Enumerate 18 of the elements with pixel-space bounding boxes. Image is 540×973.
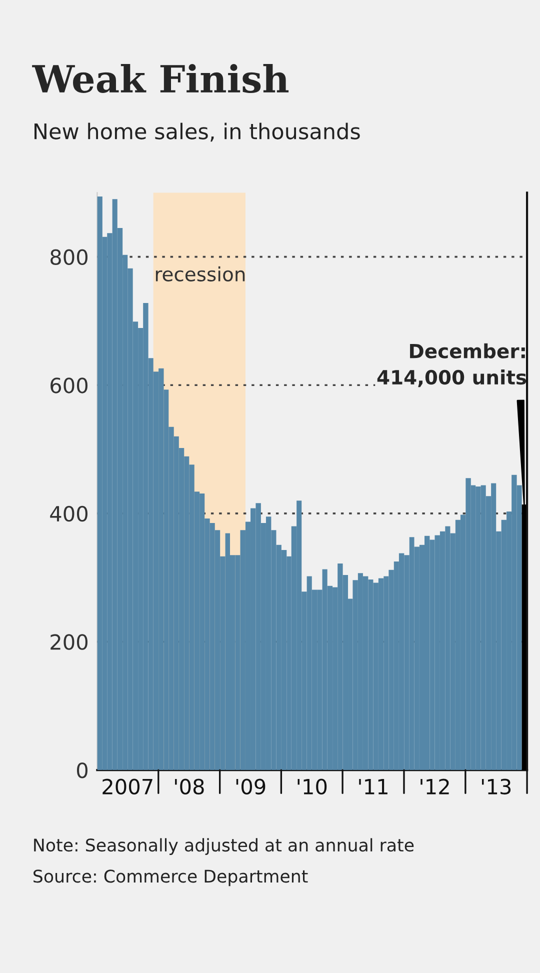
x-tick-label: '08 [175, 778, 204, 794]
x-tick-label: '09 [236, 778, 266, 794]
y-tick-label: 200 [50, 634, 88, 650]
y-tick-label: 800 [50, 249, 88, 266]
y-tick-label: 400 [50, 506, 88, 522]
y-tick-label: 0 [76, 762, 88, 778]
x-tick-label: 2007 [102, 778, 152, 794]
x-tick-label: '12 [420, 778, 449, 794]
band-label: recession [156, 266, 245, 282]
annotation: December: 414,000 units [377, 343, 526, 388]
chart-subtitle: New home sales, in thousands [34, 122, 360, 142]
x-tick-label: '10 [298, 778, 327, 794]
y-tick-label: 600 [50, 378, 88, 394]
chart-title: Weak Finish [32, 64, 289, 93]
x-tick-label: '11 [359, 779, 388, 794]
x-tick-label: '13 [482, 778, 511, 794]
text: Note: Seasonally adjusted at an annual rate [34, 838, 414, 855]
source-note: Source: Commerce Department [34, 870, 308, 886]
